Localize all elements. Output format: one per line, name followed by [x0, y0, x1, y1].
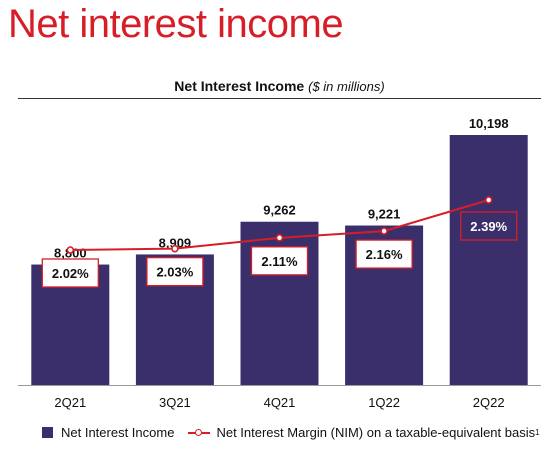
bar-value-label: 10,198: [469, 116, 509, 131]
legend-label-nim: Net Interest Margin (NIM) on a taxable-e…: [216, 425, 536, 440]
chart-title-main: Net Interest Income: [174, 78, 305, 94]
nim-value-label: 2.03%: [156, 265, 193, 280]
x-tick-label: 1Q22: [368, 395, 400, 410]
page-title: Net interest income: [8, 2, 344, 46]
x-tick-label: 3Q21: [159, 395, 191, 410]
nim-value-label: 2.02%: [52, 266, 89, 281]
nim-label-box: [250, 246, 309, 276]
x-tick-label: 2Q21: [54, 395, 86, 410]
bar-value-label: 8,909: [159, 235, 192, 250]
x-tick-label: 4Q21: [264, 395, 296, 410]
nim-label-box: [355, 239, 413, 269]
nim-label-box: [460, 211, 518, 241]
nim-point: [275, 234, 284, 242]
bar-2Q22: [449, 135, 528, 385]
chart-title-units: ($ in millions): [308, 79, 385, 94]
legend-footnote-marker: 1: [535, 428, 540, 437]
legend-line-swatch: [188, 427, 211, 438]
legend-bar-swatch: [42, 427, 53, 438]
nim-value-label: 2.11%: [261, 254, 298, 269]
nim-point: [380, 227, 388, 235]
x-tick-label: 2Q22: [473, 395, 505, 410]
legend: Net Interest Income Net Interest Margin …: [42, 425, 540, 440]
nim-label-box: [146, 256, 204, 287]
nim-point: [484, 196, 493, 204]
title-divider: [18, 98, 541, 99]
legend-label-nii: Net Interest Income: [61, 425, 175, 440]
nim-value-label: 2.39%: [470, 219, 507, 234]
chart-title: Net Interest Income ($ in millions): [18, 78, 541, 94]
nim-point: [171, 244, 179, 253]
nim-point: [66, 246, 75, 254]
nim-value-label: 2.16%: [366, 247, 403, 262]
nim-label-box: [41, 258, 99, 288]
bar-value-label: 9,262: [263, 203, 296, 218]
bar-value-label: 9,221: [368, 207, 401, 222]
